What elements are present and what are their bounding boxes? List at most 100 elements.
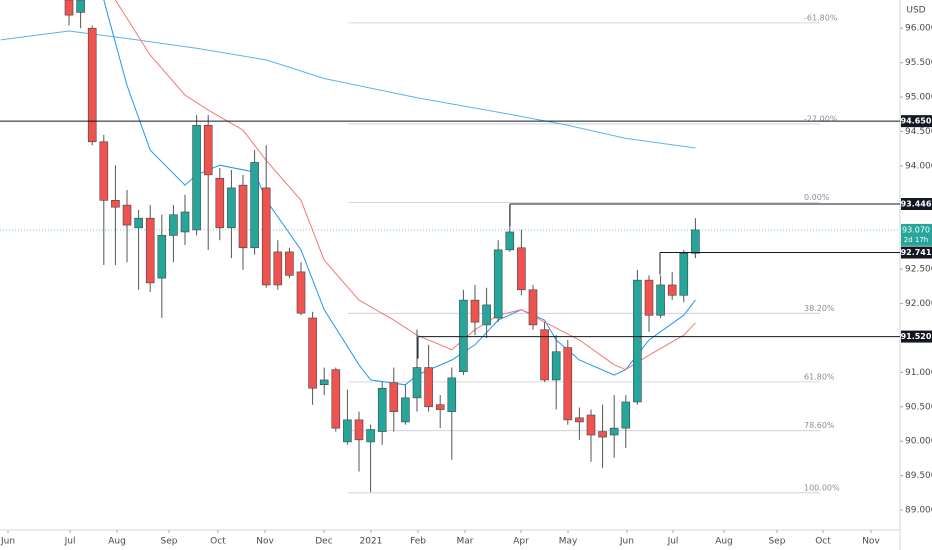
candle-body [111, 199, 120, 208]
candle-body [169, 214, 178, 236]
y-tick-label: 90.500 [905, 402, 932, 412]
price-tag-label: 94.650 [901, 117, 932, 126]
candle-body [505, 231, 515, 251]
y-tick-label: 94.500 [905, 127, 932, 137]
candle-body [517, 247, 526, 291]
fib-label: 61.80% [804, 372, 835, 381]
moving-average [114, 0, 696, 371]
candle-body [296, 271, 306, 314]
candle-body [633, 279, 642, 403]
x-tick-label: Feb [410, 537, 426, 547]
candle-body [238, 184, 248, 249]
x-tick-label: Jul [64, 537, 76, 547]
x-tick-label: Apr [513, 537, 529, 547]
candle-body [412, 367, 422, 399]
candle-body [447, 377, 457, 412]
x-tick-label: 2021 [359, 537, 382, 547]
candle-body [87, 27, 97, 143]
candle-body [64, 0, 74, 16]
price-tag [901, 115, 932, 128]
candle-body [679, 252, 689, 296]
candle-body [667, 284, 677, 296]
price-tag [901, 330, 932, 343]
candle-body [261, 187, 271, 286]
y-tick-label: 92.500 [905, 265, 932, 275]
y-tick-label: 95.500 [905, 58, 932, 68]
fib-label: 100.00% [804, 483, 840, 492]
candle-body [354, 419, 364, 441]
fib-label: -61.80% [804, 13, 838, 22]
y-tick-label: 94.000 [905, 161, 932, 171]
y-tick-label: 96.000 [905, 24, 932, 34]
candle-body [470, 299, 480, 323]
y-tick-label: 92.000 [905, 299, 932, 309]
x-tick-label: Jun [619, 537, 634, 547]
candle-body [401, 397, 410, 423]
candle-body [203, 124, 213, 176]
candle-body [551, 351, 561, 381]
last-price-tag [901, 223, 932, 246]
candle-body [122, 204, 132, 226]
moving-average [0, 30, 696, 149]
candle-body [250, 162, 259, 249]
candle-body [366, 429, 375, 443]
currency-label: USD [906, 6, 925, 16]
candle-body [459, 299, 468, 372]
candle-body [389, 382, 399, 412]
candle-body [308, 317, 317, 389]
price-tag [901, 246, 932, 259]
y-tick-label: 90.000 [905, 437, 932, 447]
x-tick-label: Nov [256, 537, 274, 547]
price-tag-label: 93.446 [901, 200, 932, 209]
x-tick-label: Jul [667, 537, 679, 547]
candle-body [493, 249, 503, 319]
candle-body [99, 141, 109, 201]
candle-body [691, 229, 700, 254]
countdown-label: 2d 17h [904, 236, 928, 244]
candle-body [273, 251, 283, 286]
last-price-label: 93.070 [902, 225, 930, 234]
fib-label: 0.00% [804, 193, 830, 202]
candle-body [540, 329, 549, 381]
fib-label: 78.60% [804, 421, 835, 430]
y-tick-label: 91.000 [905, 368, 932, 378]
candle-body [145, 217, 155, 284]
candle-body [215, 177, 225, 229]
x-tick-label: Jun [0, 537, 15, 547]
candle-body [192, 124, 201, 231]
fib-label: -27.00% [804, 114, 838, 123]
x-tick-label: Nov [862, 537, 880, 547]
candle-body [134, 217, 143, 229]
candle-body [563, 347, 573, 421]
candle-body [227, 187, 236, 229]
x-tick-label: Oct [815, 537, 831, 547]
candle-body [424, 367, 433, 408]
x-tick-label: Dec [315, 537, 332, 547]
candle-body [157, 235, 167, 279]
y-tick-label: 89.000 [905, 506, 932, 516]
candle-body [644, 279, 654, 316]
candle-body [377, 387, 387, 432]
price-tag [901, 198, 932, 211]
x-tick-label: Mar [457, 537, 474, 547]
price-tag-label: 92.741 [901, 248, 932, 257]
candle-body [482, 304, 491, 326]
x-tick-label: Aug [108, 537, 126, 547]
x-tick-label: Sep [768, 537, 785, 547]
candle-body [180, 211, 190, 233]
candle-body [609, 427, 619, 436]
candle-body [575, 417, 584, 423]
candle-body [76, 0, 85, 13]
candle-body [285, 251, 294, 276]
y-tick-label: 89.500 [905, 471, 932, 481]
candle-body [331, 369, 341, 429]
x-tick-label: Sep [161, 537, 178, 547]
candle-body [343, 419, 352, 443]
price-tag-label: 91.520 [901, 332, 932, 341]
candle-body [528, 289, 538, 326]
candle-body [435, 404, 445, 410]
x-tick-label: Oct [210, 537, 226, 547]
x-tick-label: Aug [715, 537, 733, 547]
x-tick-label: May [559, 537, 578, 547]
